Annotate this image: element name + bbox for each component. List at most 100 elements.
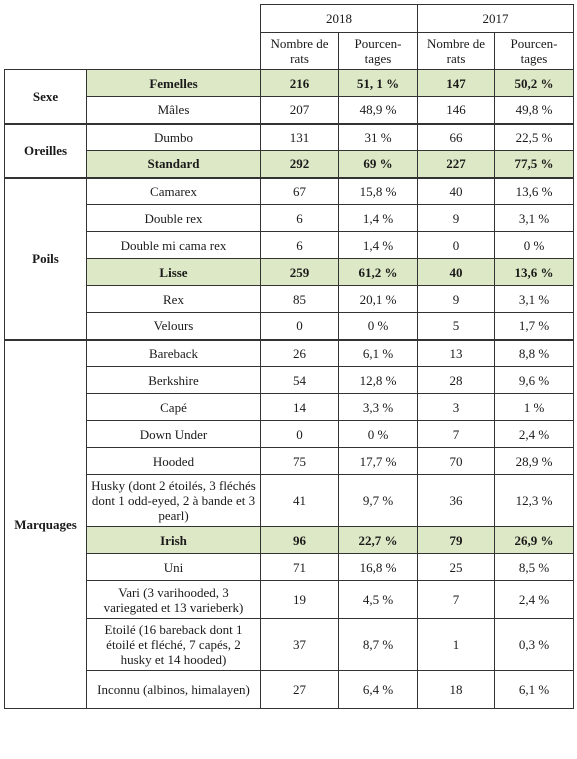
pct-2018: 8,7 % xyxy=(338,618,418,671)
table-row: Husky (dont 2 étoilés, 3 fléchés dont 1 … xyxy=(5,474,574,527)
pct-2017: 12,3 % xyxy=(494,474,574,527)
row-label: Mâles xyxy=(86,96,261,124)
count-2017: 70 xyxy=(417,447,495,475)
pct-2017: 3,1 % xyxy=(494,285,574,313)
count-2017: 7 xyxy=(417,420,495,448)
count-2017: 3 xyxy=(417,393,495,421)
table-row: Etoilé (16 bareback dont 1 étoilé et flé… xyxy=(5,618,574,671)
pct-2018: 69 % xyxy=(338,150,418,178)
count-2017: 25 xyxy=(417,553,495,581)
pct-2018: 16,8 % xyxy=(338,553,418,581)
count-2018: 292 xyxy=(260,150,339,178)
year-header-2017: 2017 xyxy=(417,4,574,33)
table-row: Uni 71 16,8 % 25 8,5 % xyxy=(5,553,574,581)
count-2017: 7 xyxy=(417,580,495,619)
pct-2018: 0 % xyxy=(338,420,418,448)
count-2018: 71 xyxy=(260,553,339,581)
table-row: Hooded 75 17,7 % 70 28,9 % xyxy=(5,447,574,475)
pct-2017: 1,7 % xyxy=(494,312,574,340)
count-2018: 67 xyxy=(260,177,339,205)
stats-table: 2018 2017 Nombre de rats Pourcen- tages … xyxy=(4,4,574,709)
table-row: Double mi cama rex 6 1,4 % 0 0 % xyxy=(5,231,574,259)
header-empty-corner-2 xyxy=(5,33,87,70)
table-row: Double rex 6 1,4 % 9 3,1 % xyxy=(5,204,574,232)
table-row: Standard 292 69 % 227 77,5 % xyxy=(5,150,574,178)
table-row: Down Under 0 0 % 7 2,4 % xyxy=(5,420,574,448)
count-2018: 259 xyxy=(260,258,339,286)
table-row: Velours 0 0 % 5 1,7 % xyxy=(5,312,574,340)
row-label: Uni xyxy=(86,553,261,581)
count-2017: 40 xyxy=(417,177,495,205)
row-label: Berkshire xyxy=(86,366,261,394)
pct-2018: 51, 1 % xyxy=(338,69,418,97)
pct-2018: 6,1 % xyxy=(338,339,418,367)
count-2017: 40 xyxy=(417,258,495,286)
count-2017: 18 xyxy=(417,670,495,709)
table-row: Berkshire 54 12,8 % 28 9,6 % xyxy=(5,366,574,394)
pct-2018: 20,1 % xyxy=(338,285,418,313)
row-label: Dumbo xyxy=(86,123,261,151)
pct-2017: 22,5 % xyxy=(494,123,574,151)
count-2018: 75 xyxy=(260,447,339,475)
table-row: Irish 96 22,7 % 79 26,9 % xyxy=(5,526,574,554)
category-cell: Oreilles xyxy=(4,123,87,178)
pct-2017: 0,3 % xyxy=(494,618,574,671)
count-2017: 36 xyxy=(417,474,495,527)
pct-header-2018: Pourcen- tages xyxy=(338,32,418,70)
row-label: Vari (3 varihooded, 3 variegated et 13 v… xyxy=(86,580,261,619)
pct-2018: 61,2 % xyxy=(338,258,418,286)
pct-2017: 9,6 % xyxy=(494,366,574,394)
pct-2018: 12,8 % xyxy=(338,366,418,394)
count-2018: 37 xyxy=(260,618,339,671)
header-empty-corner xyxy=(5,5,87,33)
table-header: 2018 2017 Nombre de rats Pourcen- tages … xyxy=(5,4,574,70)
header-empty-label xyxy=(86,4,261,33)
pct-2018: 31 % xyxy=(338,123,418,151)
pct-2017: 6,1 % xyxy=(494,670,574,709)
pct-2017: 1 % xyxy=(494,393,574,421)
count-2018: 54 xyxy=(260,366,339,394)
row-label: Camarex xyxy=(86,177,261,205)
pct-2018: 1,4 % xyxy=(338,231,418,259)
count-2017: 227 xyxy=(417,150,495,178)
table-row: Lisse 259 61,2 % 40 13,6 % xyxy=(5,258,574,286)
count-2018: 131 xyxy=(260,123,339,151)
pct-2018: 3,3 % xyxy=(338,393,418,421)
count-2018: 0 xyxy=(260,420,339,448)
count-2017: 146 xyxy=(417,96,495,124)
pct-2017: 13,6 % xyxy=(494,258,574,286)
pct-2018: 0 % xyxy=(338,312,418,340)
count-2017: 1 xyxy=(417,618,495,671)
pct-2017: 13,6 % xyxy=(494,177,574,205)
table-row: Oreilles Dumbo 131 31 % 66 22,5 % xyxy=(4,123,574,178)
row-label: Inconnu (albinos, himalayen) xyxy=(86,670,261,709)
row-label: Lisse xyxy=(86,258,261,286)
pct-2018: 4,5 % xyxy=(338,580,418,619)
row-label: Rex xyxy=(86,285,261,313)
pct-2018: 22,7 % xyxy=(338,526,418,554)
category-cell: Marquages xyxy=(4,339,87,709)
row-label: Double rex xyxy=(86,204,261,232)
count-2017: 5 xyxy=(417,312,495,340)
pct-2017: 3,1 % xyxy=(494,204,574,232)
count-2017: 9 xyxy=(417,285,495,313)
count-2018: 41 xyxy=(260,474,339,527)
pct-2017: 77,5 % xyxy=(494,150,574,178)
header-empty-label-2 xyxy=(86,32,261,70)
pct-2018: 6,4 % xyxy=(338,670,418,709)
count-2017: 66 xyxy=(417,123,495,151)
pct-2017: 8,8 % xyxy=(494,339,574,367)
count-2018: 96 xyxy=(260,526,339,554)
pct-2017: 2,4 % xyxy=(494,420,574,448)
pct-2017: 50,2 % xyxy=(494,69,574,97)
row-label: Capé xyxy=(86,393,261,421)
row-label: Hooded xyxy=(86,447,261,475)
category-cell: Poils xyxy=(4,177,87,340)
count-2017: 28 xyxy=(417,366,495,394)
count-2018: 6 xyxy=(260,231,339,259)
pct-2017: 28,9 % xyxy=(494,447,574,475)
row-label: Etoilé (16 bareback dont 1 étoilé et flé… xyxy=(86,618,261,671)
pct-2017: 0 % xyxy=(494,231,574,259)
count-2017: 147 xyxy=(417,69,495,97)
row-label: Irish xyxy=(86,526,261,554)
